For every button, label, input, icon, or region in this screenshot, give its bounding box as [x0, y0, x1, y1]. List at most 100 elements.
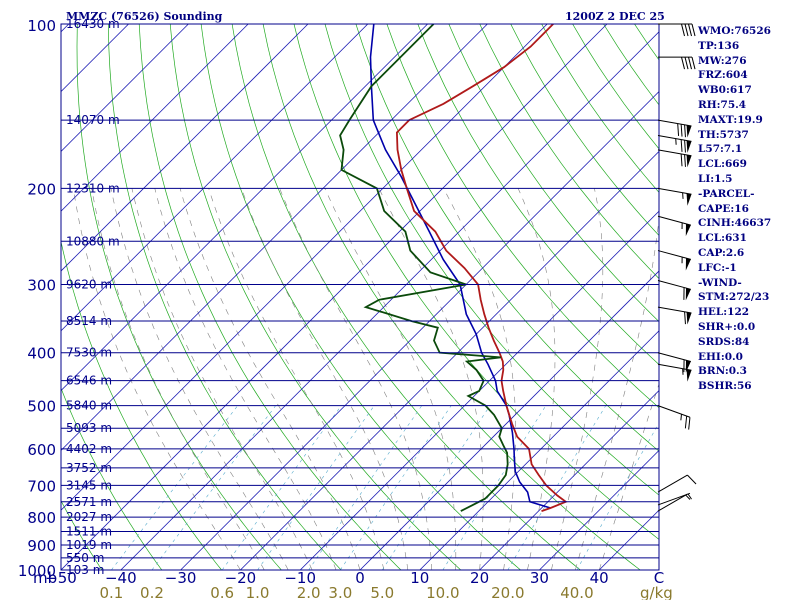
pressure-unit-label: mb — [33, 569, 57, 587]
index-line: BRN:0.3 — [698, 365, 747, 378]
index-line: LFC:-1 — [698, 261, 737, 274]
index-line: STM:272/23 — [698, 291, 770, 304]
x-axis-label: C — [654, 569, 664, 587]
temperature-tick-label: 40 — [590, 569, 609, 587]
pressure-tick-label: 400 — [27, 345, 56, 363]
temperature-tick-label: 0 — [355, 569, 365, 587]
index-line: LCL:631 — [698, 232, 747, 245]
isotherm — [419, 330, 659, 570]
temperature-tick-label: −40 — [105, 569, 137, 587]
isotherm — [61, 24, 548, 511]
height-label: 103 m — [66, 563, 104, 577]
mixing-ratio-label: 0.6 — [210, 584, 234, 600]
mixing-ratio-label: 5.0 — [370, 584, 394, 600]
temperature-tick-label: −10 — [284, 569, 316, 587]
moist-adiabat — [110, 188, 289, 570]
isotherm — [180, 91, 659, 570]
mixing-ratio-label: 0.1 — [99, 584, 123, 600]
isotherm — [61, 24, 189, 152]
index-line: WMO:76526 — [698, 25, 771, 37]
dry-adiabat — [293, 24, 659, 540]
isotherm — [479, 390, 659, 570]
height-label: 9620 m — [66, 278, 112, 292]
isotherm — [61, 24, 249, 212]
height-label: 5840 m — [66, 399, 112, 413]
index-line: MAXT:19.9 — [698, 113, 763, 126]
height-label: 2571 m — [66, 495, 112, 509]
index-line: EHI:0.0 — [698, 350, 743, 363]
wind-barb — [657, 134, 692, 153]
index-line: MW:276 — [698, 54, 747, 67]
pressure-tick-label: 800 — [27, 509, 56, 527]
moist-adiabat — [179, 188, 361, 570]
isotherm — [539, 449, 659, 570]
isotherm — [61, 24, 428, 392]
index-line: LI:1.5 — [698, 172, 733, 185]
height-label: 12310 m — [66, 181, 120, 195]
height-label: 6546 m — [66, 374, 112, 388]
wind-barb — [657, 250, 691, 271]
index-line: -WIND- — [698, 276, 742, 289]
dewpoint-profile — [339, 24, 509, 512]
wind-barb — [657, 405, 691, 430]
index-line: CAPE:16 — [698, 202, 749, 215]
index-line: SHR+:0.0 — [698, 320, 756, 333]
mixing-ratio-line — [257, 405, 375, 570]
temperature-profile — [395, 24, 568, 512]
pressure-tick-label: 100 — [27, 17, 56, 35]
dry-adiabat — [262, 24, 641, 570]
station-title: MMZC (76526) Sounding — [66, 10, 223, 23]
isotherm — [61, 24, 488, 451]
temperature-tick-label: 10 — [410, 569, 429, 587]
temperature-tick-label: 30 — [530, 569, 549, 587]
height-label: 3752 m — [66, 461, 112, 475]
isotherm — [61, 24, 608, 570]
index-line: CAP:2.6 — [698, 246, 745, 259]
pressure-tick-label: 700 — [27, 477, 56, 495]
wind-barb — [657, 187, 692, 206]
wind-barb — [657, 215, 691, 237]
plot-frame — [60, 23, 660, 571]
mixing-ratio-label: 40.0 — [560, 584, 593, 600]
height-label: 550 m — [66, 551, 104, 565]
index-line: RH:75.4 — [698, 98, 747, 111]
indices-panel: WMO:76526 TP:136 MW:276 FRZ:604 WB0:617 RH:75… — [698, 24, 798, 394]
height-label: 3145 m — [66, 478, 112, 492]
isotherm — [61, 24, 369, 332]
height-label: 1019 m — [66, 538, 112, 552]
pressure-tick-label: 1000 — [18, 562, 56, 580]
isotherm — [0, 24, 9, 570]
index-line: CINH:46637 — [698, 217, 772, 230]
parcel-trace — [369, 24, 551, 509]
mixing-ratio-label: 20.0 — [491, 584, 524, 600]
wind-barb — [657, 149, 692, 168]
isotherm — [61, 24, 309, 272]
temperature-tick-label: −30 — [165, 569, 197, 587]
wind-barb — [657, 306, 692, 325]
index-line: BSHR:56 — [698, 380, 752, 393]
isotherm — [299, 210, 659, 570]
mixing-ratio-line — [308, 405, 423, 570]
height-label: 7530 m — [66, 346, 112, 360]
index-line: L57:7.1 — [698, 143, 743, 156]
isotherm — [240, 150, 659, 570]
valid-time: 1200Z 2 DEC 25 — [565, 10, 665, 23]
height-label: 1511 m — [66, 524, 112, 538]
temperature-tick-label: −50 — [45, 569, 77, 587]
mixing-ratio-label: 1.0 — [246, 584, 270, 600]
mixing-ratio-label: 10.0 — [426, 584, 459, 600]
wind-barb — [657, 280, 691, 301]
moist-adiabat — [154, 188, 337, 570]
mixing-ratio-label: 3.0 — [328, 584, 352, 600]
index-line: FRZ:604 — [698, 69, 748, 82]
wind-barb — [658, 23, 696, 37]
wind-barb — [657, 493, 691, 512]
moist-adiabat — [91, 188, 265, 570]
moist-adiabat — [575, 215, 659, 570]
wind-barb — [657, 363, 692, 382]
index-line: -PARCEL- — [698, 187, 755, 200]
moist-adiabat — [551, 188, 604, 570]
mixing-ratio-unit: g/kg — [640, 584, 673, 600]
pressure-tick-label: 500 — [27, 398, 56, 416]
height-label: 2027 m — [66, 510, 112, 524]
